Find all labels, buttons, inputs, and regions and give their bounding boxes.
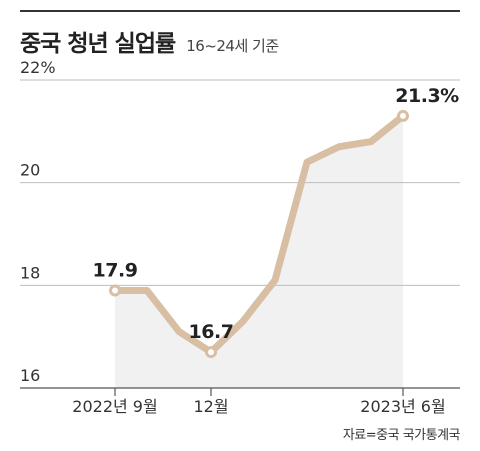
data-label: 17.9: [93, 259, 138, 281]
y-tick-label: 16: [20, 366, 40, 385]
source-note: 자료=중국 국가통계국: [342, 428, 461, 443]
data-point: [109, 284, 121, 297]
data-point: [397, 109, 409, 122]
y-tick-label: 18: [20, 263, 40, 282]
data-point: [205, 346, 217, 359]
chart-title: 중국 청년 실업률: [20, 31, 176, 57]
chart-subtitle: 16~24세 기준: [186, 37, 279, 55]
y-tick-label: 20: [20, 161, 40, 180]
y-tick-label: 22%: [20, 58, 56, 77]
series-line: [111, 112, 407, 356]
area-fill: [115, 115, 403, 388]
x-tick-label: 2022년 9월: [72, 397, 157, 416]
chart-header: 중국 청년 실업률 16~24세 기준: [20, 24, 279, 58]
top-rule: [20, 10, 460, 12]
x-tick-label: 12월: [193, 397, 228, 416]
x-tick-label: 2023년 6월: [360, 397, 445, 416]
data-label: 21.3%: [395, 85, 459, 107]
data-label: 16.7: [189, 321, 234, 343]
